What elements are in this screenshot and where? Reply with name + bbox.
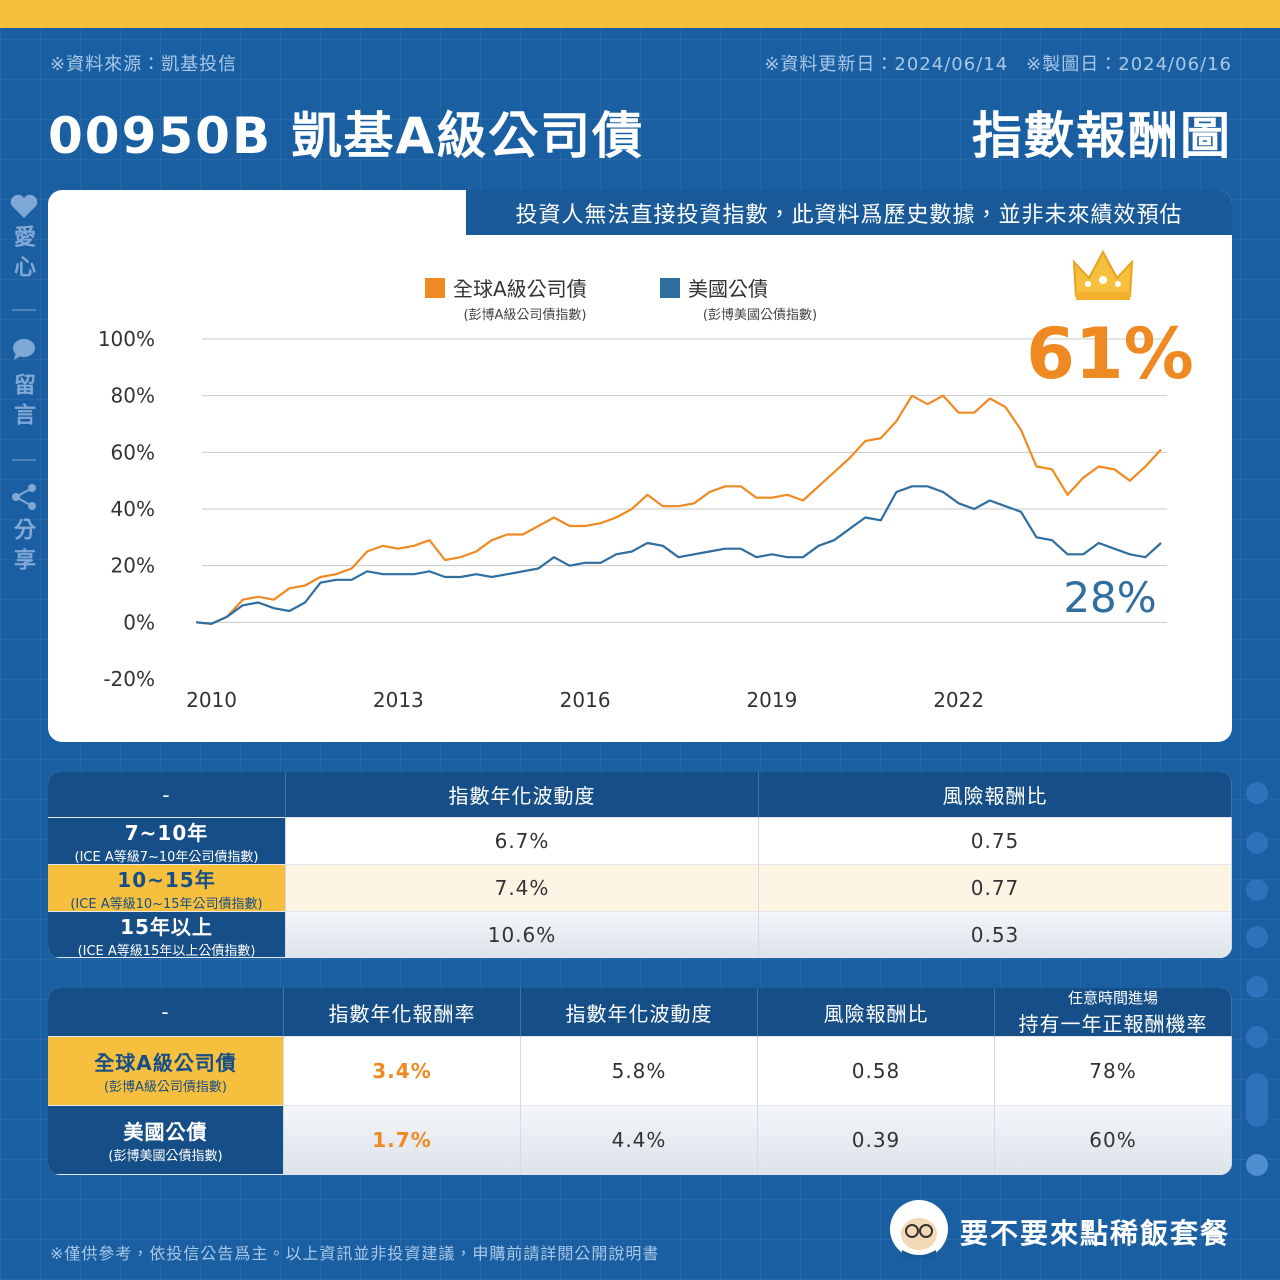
header-cell: 指數年化波動度 [286,772,759,818]
header-cell: 風險報酬比 [759,772,1232,818]
row-name: 7~10年 [124,821,209,845]
cell: 6.7% [286,818,759,865]
row-header: 全球A級公司債 (彭博A級公司債指數) [48,1037,284,1106]
end-value-label: 61% [1026,313,1194,395]
header-cell: 風險報酬比 [758,988,995,1037]
legend-index: (彭博A級公司債指數) [463,308,586,323]
y-tick-label: 60% [111,440,155,464]
source: ※資料來源：凱基投信 [50,54,238,75]
header-cell: - [48,988,284,1037]
title: 00950B 凱基A級公司債 [48,107,645,165]
cell: 3.4% [284,1037,521,1106]
brand-logo [890,1200,948,1258]
nav-like[interactable]: 愛心 [10,225,35,285]
y-tick-label: 0% [123,610,155,634]
legend-label: 美國公債 [688,277,768,301]
deco-dot [1246,1154,1268,1176]
deco-scroll [1246,1073,1268,1127]
cell: 0.77 [759,865,1232,912]
cell: 4.4% [521,1106,758,1175]
legend-label: 全球A級公司債 [453,277,587,301]
side-icons [10,194,38,510]
row-index: (彭博美國公債指數) [108,1149,223,1164]
header-cell: - [48,772,286,818]
label-box [1008,305,1212,398]
crown [1072,249,1134,300]
y-tick-label: 40% [111,497,155,521]
chart-card: 投資人無法直接投資指數，此資料爲歷史數據，並非未來績效預估 -20% 0% 20% 4… [48,190,1232,742]
header-line: 任意時間進場 [1067,989,1158,1007]
row-index: (ICE A等級10~15年公司債指數) [70,897,263,912]
x-tick-label: 2022 [933,688,984,712]
chart: -20% 0% 20% 40% 60% 80% 100% 2010 2013 2016 2019 20… [98,249,1212,712]
header-cell: 指數年化報酬率 [284,988,521,1037]
deco-dot [1246,879,1268,901]
y-tick-label: 20% [111,554,155,578]
row-name: 全球A級公司債 [94,1051,237,1075]
dates: ※資料更新日：2024/06/14 ※製圖日：2024/06/16 [764,50,1232,76]
row-header: 7~10年 (ICE A等級7~10年公司債指數) [48,818,286,865]
deco-dot [1246,832,1268,854]
header-cell: 任意時間進場持有一年正報酬機率 [995,988,1232,1037]
series-line [195,485,1162,625]
deco-dot [1246,782,1268,804]
row-index: (彭博A級公司債指數) [103,1080,228,1095]
cell: 1.7% [284,1106,521,1175]
brand: 要不要來點稀飯套餐 [960,1217,1231,1250]
compare-table: - 指數年化報酬率 指數年化波動度 風險報酬比 任意時間進場 持有一年正報酬機率 … [48,988,1232,1175]
row-name: 10~15年 [117,868,216,892]
x-tick-label: 2016 [560,688,611,712]
row-header: 15年以上 (ICE A等級15年以上公債指數) [48,912,286,958]
deco-dot [1246,926,1268,948]
updated-date: ※資料更新日：2024/06/14 [764,54,1009,75]
row-name: 美國公債 [123,1120,208,1144]
legend-index: (彭博美國公債指數) [703,308,817,323]
series-line [195,394,1162,625]
end-value-label: 28% [1063,573,1156,622]
chart-note: 投資人無法直接投資指數，此資料爲歷史數據，並非未來績效預估 [466,190,1232,235]
cell: 0.75 [759,818,1232,865]
header-line: 持有一年正報酬機率 [1018,1012,1208,1036]
duration-table: - 指數年化波動度 風險報酬比 7~10年 (ICE A等級7~10年公司債指數)… [48,772,1232,958]
nav-comment[interactable]: 留言 [10,373,35,433]
row-header: 10~15年 (ICE A等級10~15年公司債指數) [48,865,286,912]
cell: 60% [995,1106,1232,1175]
row-index: (ICE A等級7~10年公司債指數) [74,850,259,865]
nav-share[interactable]: 分享 [10,518,35,578]
cell: 78% [995,1037,1232,1106]
legend-swatch [660,278,680,298]
y-tick-label: -20% [103,667,155,691]
cell: 0.39 [758,1106,995,1175]
y-tick-label: 80% [111,384,155,408]
row-header: 美國公債 (彭博美國公債指數) [48,1106,284,1175]
x-tick-label: 2013 [373,688,424,712]
cell: 5.8% [521,1037,758,1106]
y-tick-label: 100% [98,327,155,351]
top-bar [0,0,1280,28]
legend-swatch [425,278,445,298]
x-tick-label: 2019 [746,688,797,712]
disclaimer: ※僅供參考，依投信公告爲主。以上資訊並非投資建議，申購前請詳閱公開說明書 [50,1244,660,1263]
drawn-date: ※製圖日：2024/06/16 [1026,54,1232,75]
cell: 10.6% [286,912,759,958]
x-tick-label: 2010 [186,688,237,712]
deco-dot [1246,976,1268,998]
cell: 7.4% [286,865,759,912]
row-index: (ICE A等級15年以上公債指數) [77,943,256,959]
header-cell: 指數年化波動度 [521,988,758,1037]
deco-dot [1246,1026,1268,1048]
cell: 0.58 [758,1037,995,1106]
subtitle: 指數報酬圖 [972,107,1232,165]
row-name: 15年以上 [120,914,213,939]
cell: 0.53 [759,912,1232,958]
